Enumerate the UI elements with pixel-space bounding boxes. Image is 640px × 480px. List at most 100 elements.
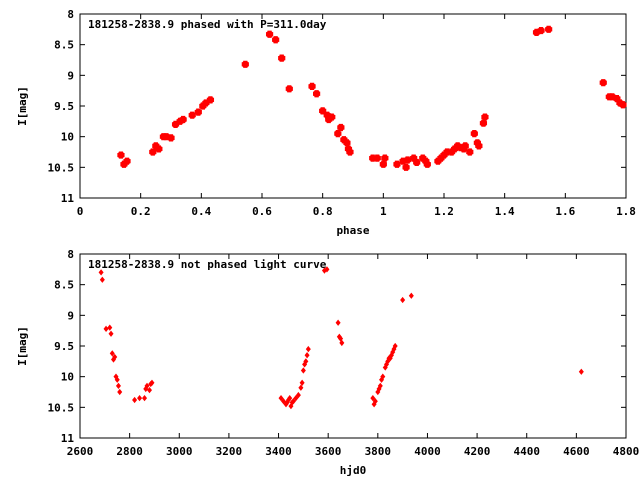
phased-y-tick-label: 10 <box>61 131 74 144</box>
phased-x-tick-label: 1.4 <box>495 205 515 218</box>
unphased-data-point <box>304 352 310 359</box>
phased-data-point <box>123 157 131 165</box>
phased-data-point <box>451 145 459 153</box>
unphased-data-point <box>149 379 155 386</box>
phased-x-tick-label: 0.2 <box>131 205 151 218</box>
phased-y-tick-label: 8.5 <box>54 39 74 52</box>
unphased-data-point <box>578 368 584 375</box>
unphased-data-point <box>107 324 113 331</box>
unphased-y-tick-label: 9 <box>67 309 74 322</box>
phased-data-point <box>346 148 354 156</box>
unphased-y-tick-label: 10.5 <box>48 401 75 414</box>
phased-y-axis-label: I[mag] <box>16 86 29 126</box>
phased-data-point <box>313 90 321 98</box>
unphased-x-tick-label: 4800 <box>613 445 640 458</box>
unphased-data-points <box>98 266 584 410</box>
phased-data-point <box>393 160 401 168</box>
phased-data-point <box>402 163 410 171</box>
phased-data-point <box>194 108 202 116</box>
unphased-data-point <box>338 335 344 342</box>
phased-data-point <box>241 60 249 68</box>
phased-data-point <box>149 148 157 156</box>
phased-x-axis-label: phase <box>336 224 369 237</box>
unphased-data-point <box>112 353 118 361</box>
unphased-data-point <box>108 330 114 337</box>
unphased-y-tick-label: 11 <box>61 432 75 445</box>
unphased-data-point <box>380 373 386 380</box>
unphased-data-point <box>114 376 120 383</box>
phased-data-point <box>206 96 215 104</box>
phased-x-tick-label: 1.8 <box>616 205 636 218</box>
unphased-data-point <box>339 339 345 347</box>
phased-data-point <box>155 145 163 153</box>
unphased-y-tick-label: 9.5 <box>54 340 74 353</box>
unphased-x-tick-label: 4600 <box>563 445 590 458</box>
phased-light-curve-panel: 181258-2838.9 phased with P=311.0day pha… <box>16 8 636 237</box>
unphased-x-tick-label: 2600 <box>67 445 94 458</box>
unphased-data-point <box>298 384 304 391</box>
phased-data-point <box>381 154 389 162</box>
unphased-light-curve-panel: 181258-2838.9 not phased light curve hjd… <box>16 248 639 477</box>
unphased-data-point <box>370 394 376 402</box>
phased-data-point <box>404 156 412 164</box>
unphased-x-tick-label: 4400 <box>513 445 540 458</box>
unphased-plot-title: 181258-2838.9 not phased light curve <box>88 258 327 271</box>
phased-x-tick-label: 0.4 <box>191 205 211 218</box>
phased-data-point <box>423 160 431 168</box>
unphased-data-point <box>377 382 383 390</box>
phased-data-point <box>117 151 125 159</box>
phased-y-tick-label: 10.5 <box>48 161 75 174</box>
phased-data-point <box>328 113 336 121</box>
unphased-data-point <box>117 388 123 396</box>
phased-x-tick-label: 1 <box>380 205 387 218</box>
phased-data-point <box>599 79 607 87</box>
phased-data-point <box>379 160 387 168</box>
phased-y-tick-label: 9.5 <box>54 100 74 113</box>
unphased-data-point <box>146 387 153 394</box>
unphased-data-point <box>335 319 341 326</box>
unphased-x-tick-label: 3800 <box>365 445 392 458</box>
phased-data-point <box>470 130 478 138</box>
phased-data-point <box>437 154 445 162</box>
phased-x-tick-label: 1.2 <box>434 205 454 218</box>
unphased-data-point <box>278 394 284 402</box>
unphased-data-point <box>280 398 287 405</box>
unphased-data-point <box>299 379 305 386</box>
phased-data-point <box>475 142 483 150</box>
phased-data-point <box>337 123 345 132</box>
unphased-data-point <box>287 394 293 402</box>
phased-data-point <box>278 54 286 62</box>
phased-data-point <box>479 119 488 127</box>
unphased-data-point <box>290 398 296 405</box>
unphased-axis-ticks: 2600 2800 3000 3200 3400 3600 3800 4000 4200 4400… <box>48 248 640 458</box>
phased-x-tick-label: 0.6 <box>252 205 272 218</box>
unphased-x-tick-label: 3200 <box>216 445 243 458</box>
unphased-data-point <box>137 394 143 402</box>
phased-y-tick-label: 8 <box>67 8 74 21</box>
phased-data-point <box>179 115 187 124</box>
phased-data-point <box>373 154 381 162</box>
phased-data-point <box>265 30 274 38</box>
unphased-data-point <box>303 358 309 365</box>
phased-data-point <box>466 148 474 156</box>
unphased-data-point <box>324 266 330 273</box>
phased-data-point <box>413 158 421 167</box>
unphased-data-point <box>392 342 398 350</box>
phased-data-point <box>619 101 627 109</box>
unphased-data-point <box>115 382 121 390</box>
phased-data-point <box>167 134 175 142</box>
phased-data-point <box>188 111 196 119</box>
unphased-x-tick-label: 4200 <box>464 445 491 458</box>
phased-data-points <box>117 25 627 171</box>
phased-y-tick-label: 11 <box>61 192 75 205</box>
phased-plot-title: 181258-2838.9 phased with P=311.0day <box>88 18 327 31</box>
unphased-data-point <box>305 345 311 353</box>
unphased-data-point <box>142 394 148 402</box>
unphased-data-point <box>99 276 105 283</box>
phased-data-point <box>481 113 489 121</box>
unphased-x-tick-label: 2800 <box>116 445 143 458</box>
unphased-data-point <box>408 292 414 299</box>
phased-axis-ticks: 0 0.2 0.4 0.6 0.8 1 1.2 1.4 1.6 1.8 8 8.5 9 9.5 10 10.5… <box>48 8 636 218</box>
